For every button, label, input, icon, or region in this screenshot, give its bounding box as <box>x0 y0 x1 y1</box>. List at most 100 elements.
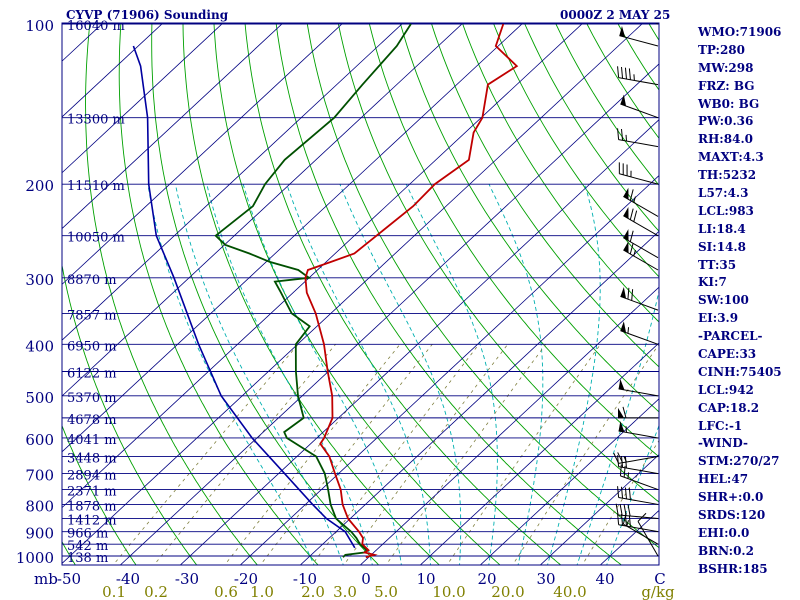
barb-staff <box>623 196 659 217</box>
mixing-ratio-line <box>512 344 659 565</box>
mixing-ratio-label: 0.1 <box>102 583 126 600</box>
isotherm <box>62 23 584 509</box>
barb-flag <box>619 464 622 476</box>
mixing-ratio-line <box>446 344 601 565</box>
barb-flag <box>627 504 631 517</box>
plot-frame <box>61 22 660 566</box>
isotherm <box>239 174 659 565</box>
height-label: 7857 m <box>67 308 117 323</box>
barb-staff <box>618 497 659 505</box>
wind-barb <box>623 241 659 271</box>
barb-flag <box>629 242 634 255</box>
barb-half-flag <box>627 472 630 479</box>
moist-adiabat <box>488 183 544 565</box>
wind-barb <box>620 321 659 345</box>
height-label: 3448 m <box>67 451 117 466</box>
chart-title-time: 0000Z 2 MAY 25 <box>560 8 671 22</box>
moist-adiabat <box>174 184 344 565</box>
barb-flag <box>622 406 627 419</box>
isotherm <box>359 286 659 565</box>
sounding-index: STM:270/27 <box>698 454 780 469</box>
dry-adiabat <box>85 23 258 565</box>
barb-half-flag <box>633 196 636 203</box>
barb-flag <box>617 128 620 140</box>
sounding-index: WMO:71906 <box>698 25 782 39</box>
wind-barb <box>619 464 659 491</box>
wind-barb <box>617 128 659 148</box>
chart-title-station: CYVP (71906) Sounding <box>66 8 229 22</box>
moist-adiabat <box>576 288 659 565</box>
mixing-ratio-label: 5.0 <box>374 583 398 600</box>
pressure-tick-label: 100 <box>25 17 54 35</box>
barb-flag <box>621 66 624 79</box>
temperature-tick-label: -40 <box>116 570 140 588</box>
sounding-index: SI:14.8 <box>698 239 746 254</box>
sounding-index: EHI:0.0 <box>698 525 750 540</box>
sounding-indices-list: WMO:71906 TP:280 MW:298 FRZ: BG WB0: BG PW:0.… <box>698 24 782 579</box>
moist-adiabat <box>147 184 315 565</box>
barb-flag <box>629 208 634 220</box>
mixing-ratio-line <box>259 344 433 565</box>
wind-barb <box>618 379 659 397</box>
barb-staff <box>620 475 659 491</box>
mixing-ratio-label: 3.0 <box>333 583 357 600</box>
mixing-ratio-line <box>581 439 659 565</box>
temperature-tick-label: 20 <box>477 570 496 588</box>
wind-barb <box>637 512 659 557</box>
pressure-tick-label: 200 <box>25 177 54 195</box>
mixing-ratio-label: 2.0 <box>301 583 325 600</box>
dry-adiabat <box>244 23 562 565</box>
barb-flag <box>615 503 619 516</box>
pressure-tick-label: 300 <box>25 271 54 289</box>
moist-adiabat <box>606 424 659 565</box>
barb-staff <box>618 455 659 464</box>
barb-flag <box>623 465 626 478</box>
isotherm <box>62 23 224 174</box>
pressure-tick-label: 800 <box>25 497 54 515</box>
mixing-ratio-label: 10.0 <box>432 583 465 600</box>
isotherm <box>179 119 659 565</box>
height-label: 542 m <box>67 539 108 554</box>
wind-barb <box>623 207 659 237</box>
sounding-index: -WIND- <box>698 436 748 451</box>
mixing-ratio-label: 0.6 <box>214 583 238 600</box>
barb-flag <box>633 210 638 222</box>
barb-staff <box>620 330 659 345</box>
barb-flag <box>628 515 631 527</box>
dry-adiabat <box>430 23 659 368</box>
mixing-ratio-line <box>385 344 547 565</box>
height-label: 1878 m <box>67 499 117 514</box>
barb-staff <box>623 249 659 271</box>
barb-flag <box>629 189 634 201</box>
height-label: 11510 m <box>67 179 125 194</box>
sounding-index: L57:4.3 <box>698 186 749 201</box>
barb-staff <box>618 77 659 86</box>
barb-flag <box>617 486 620 498</box>
barb-half-flag <box>627 327 630 334</box>
mixing-ratio-line <box>224 344 401 565</box>
sounding-index: SHR+:0.0 <box>698 490 764 505</box>
sounding-index: WB0: BG <box>698 96 760 111</box>
dry-adiabat <box>0 12 16 567</box>
sounding-index: MW:298 <box>698 60 754 75</box>
mixing-ratio-line <box>112 344 299 565</box>
sounding-index: TH:5232 <box>698 168 757 183</box>
dry-adiabat <box>337 23 659 503</box>
barb-staff <box>619 173 659 185</box>
mixing-ratio-label: 0.2 <box>144 583 168 600</box>
dry-adiabat <box>461 23 659 323</box>
pressure-tick-label: 500 <box>25 389 54 407</box>
dewpoint-trace <box>214 23 412 558</box>
wind-barb <box>618 421 659 439</box>
dry-adiabat <box>275 23 623 565</box>
dry-adiabat <box>62 262 198 565</box>
sounding-index: LCL:942 <box>698 382 754 397</box>
barb-pennant <box>618 379 625 390</box>
barb-pennant <box>623 207 629 219</box>
temperature-tick-label: 10 <box>416 570 435 588</box>
temperature-tick-label: 40 <box>595 570 614 588</box>
moist-adiabat <box>242 183 402 565</box>
barb-pennant <box>620 321 627 333</box>
temperature-tick-label: -30 <box>175 570 199 588</box>
pressure-tick-label: 1000 <box>16 549 54 567</box>
